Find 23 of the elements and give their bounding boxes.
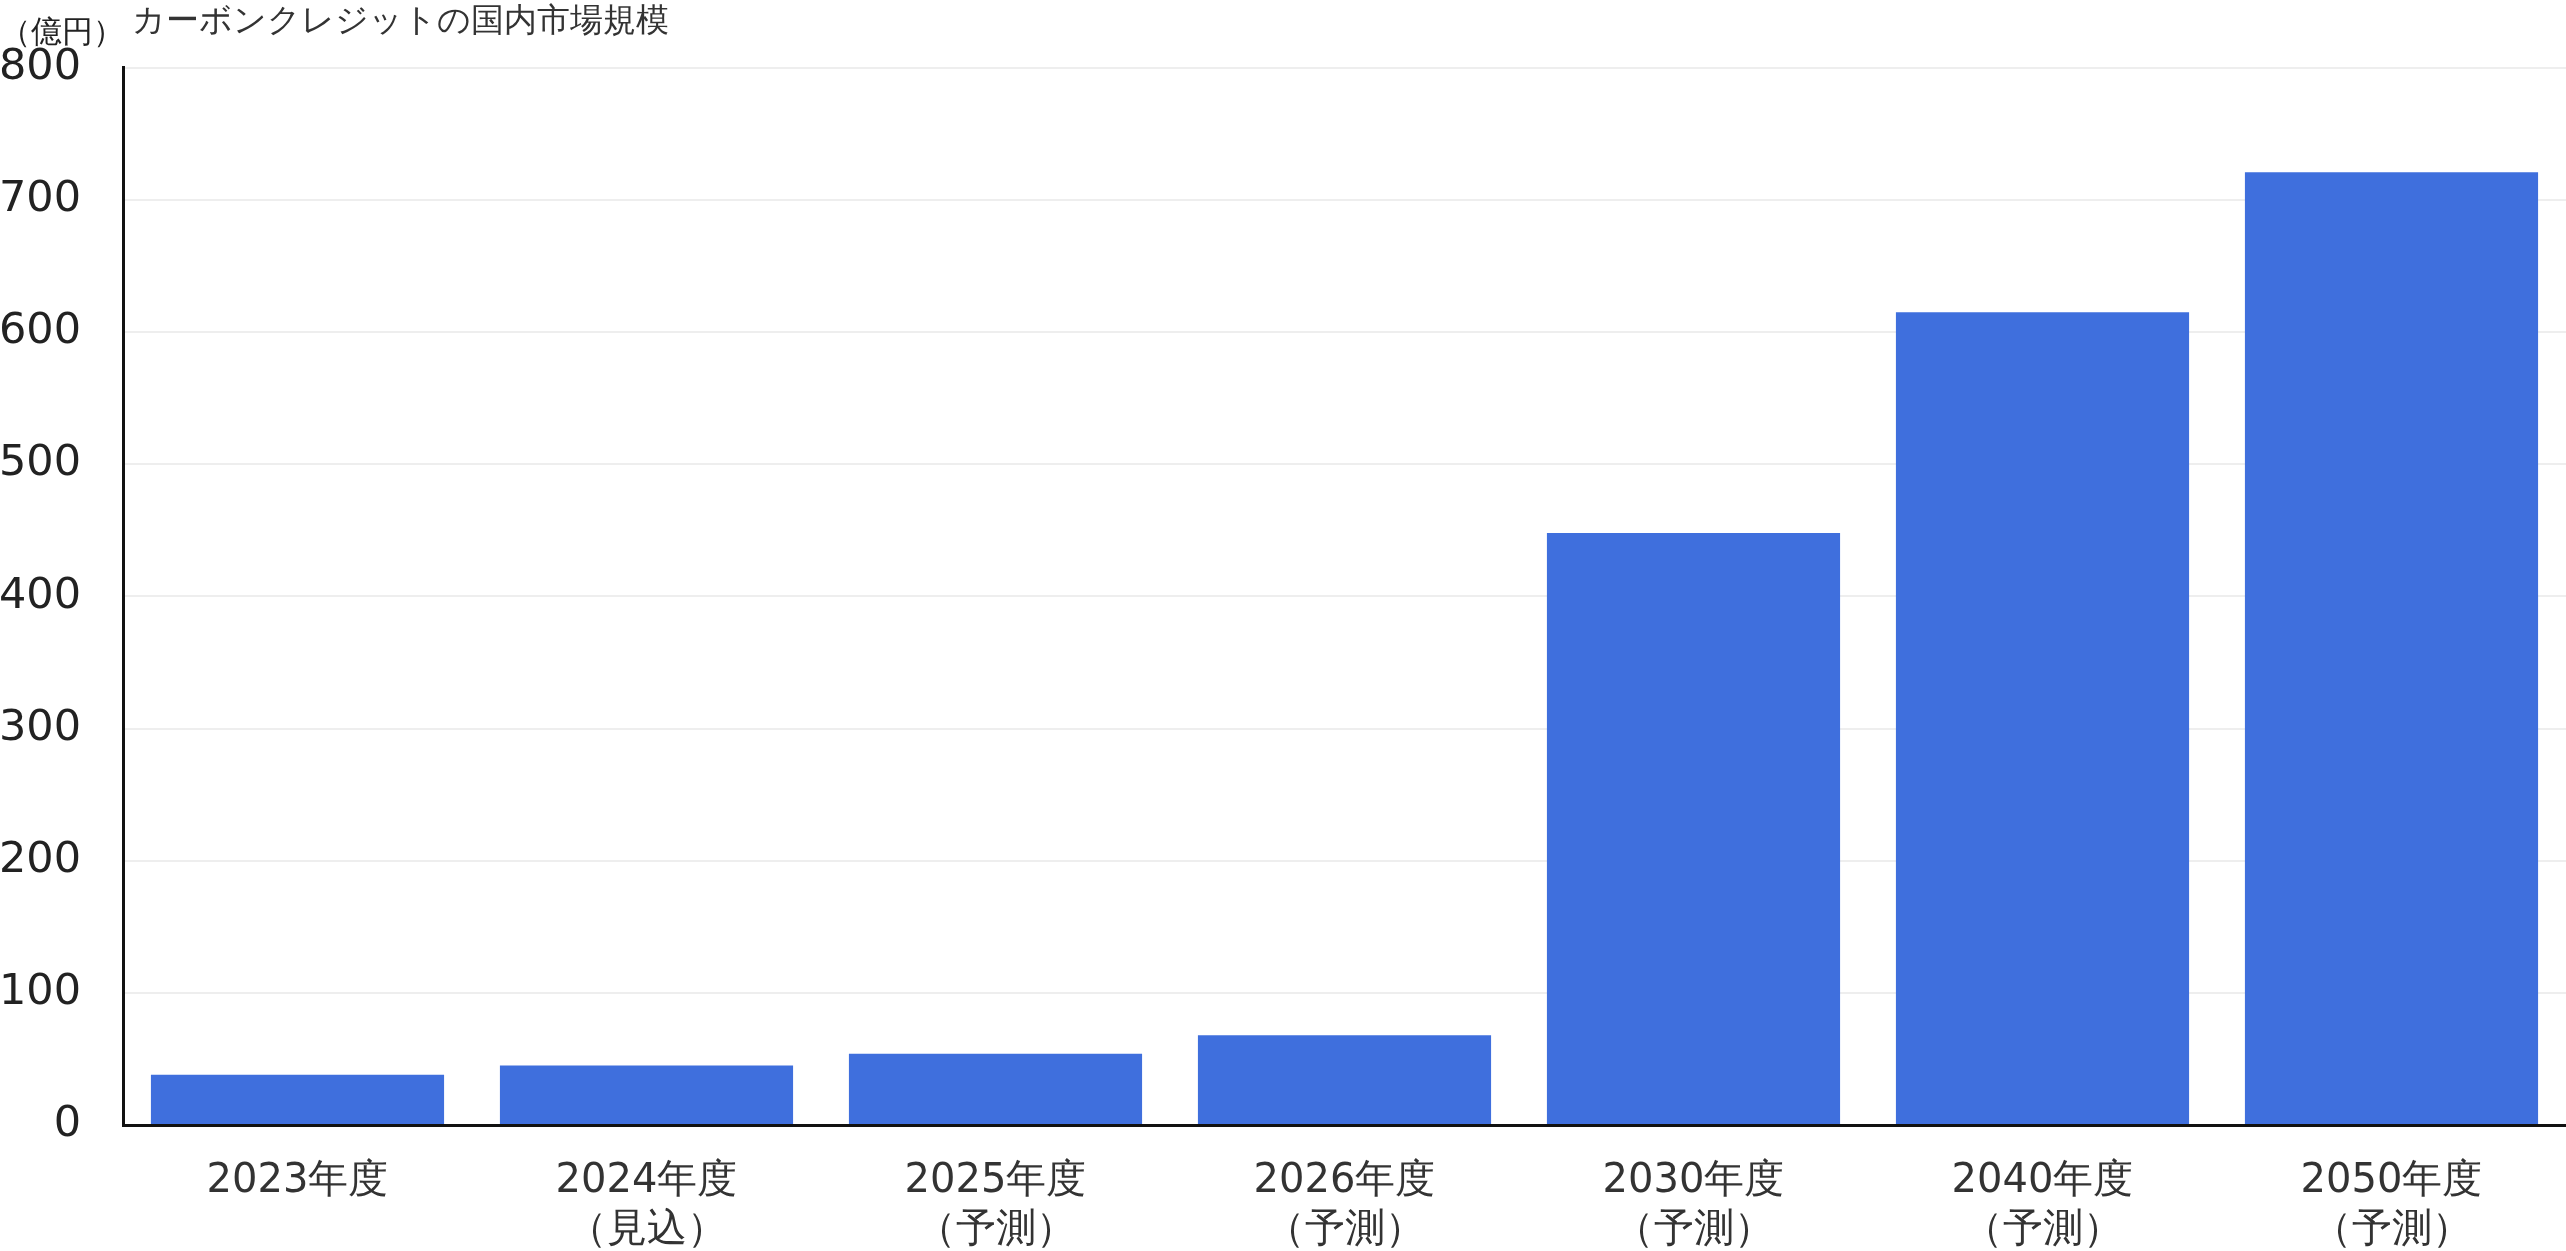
x-tick-label: 2030年度（予測） — [1602, 1154, 1785, 1250]
y-tick-label: 700 — [0, 171, 81, 222]
y-tick-label: 200 — [0, 831, 81, 882]
x-tick-label: 2023年度 — [206, 1154, 389, 1201]
y-tick-label: 0 — [53, 1096, 81, 1147]
bar — [1895, 312, 2190, 1124]
x-tick-label: 2024年度（見込） — [555, 1154, 738, 1250]
x-tick-label: 2025年度（予測） — [904, 1154, 1087, 1250]
bar — [848, 1053, 1143, 1124]
y-tick-label: 100 — [0, 964, 81, 1015]
bar — [2244, 172, 2539, 1124]
x-tick-label: 2050年度（予測） — [2300, 1154, 2483, 1250]
chart-title: カーボンクレジットの国内市場規模 — [132, 0, 669, 39]
bar — [150, 1074, 445, 1124]
y-tick-label: 600 — [0, 303, 81, 354]
y-tick-label: 500 — [0, 435, 81, 486]
x-tick-label: 2026年度（予測） — [1253, 1154, 1436, 1250]
y-tick-label: 300 — [0, 699, 81, 750]
bar — [1546, 532, 1841, 1124]
x-tick-label: 2040年度（予測） — [1951, 1154, 2134, 1250]
bar — [499, 1065, 794, 1124]
bar — [1197, 1035, 1492, 1124]
y-tick-label: 400 — [0, 567, 81, 618]
